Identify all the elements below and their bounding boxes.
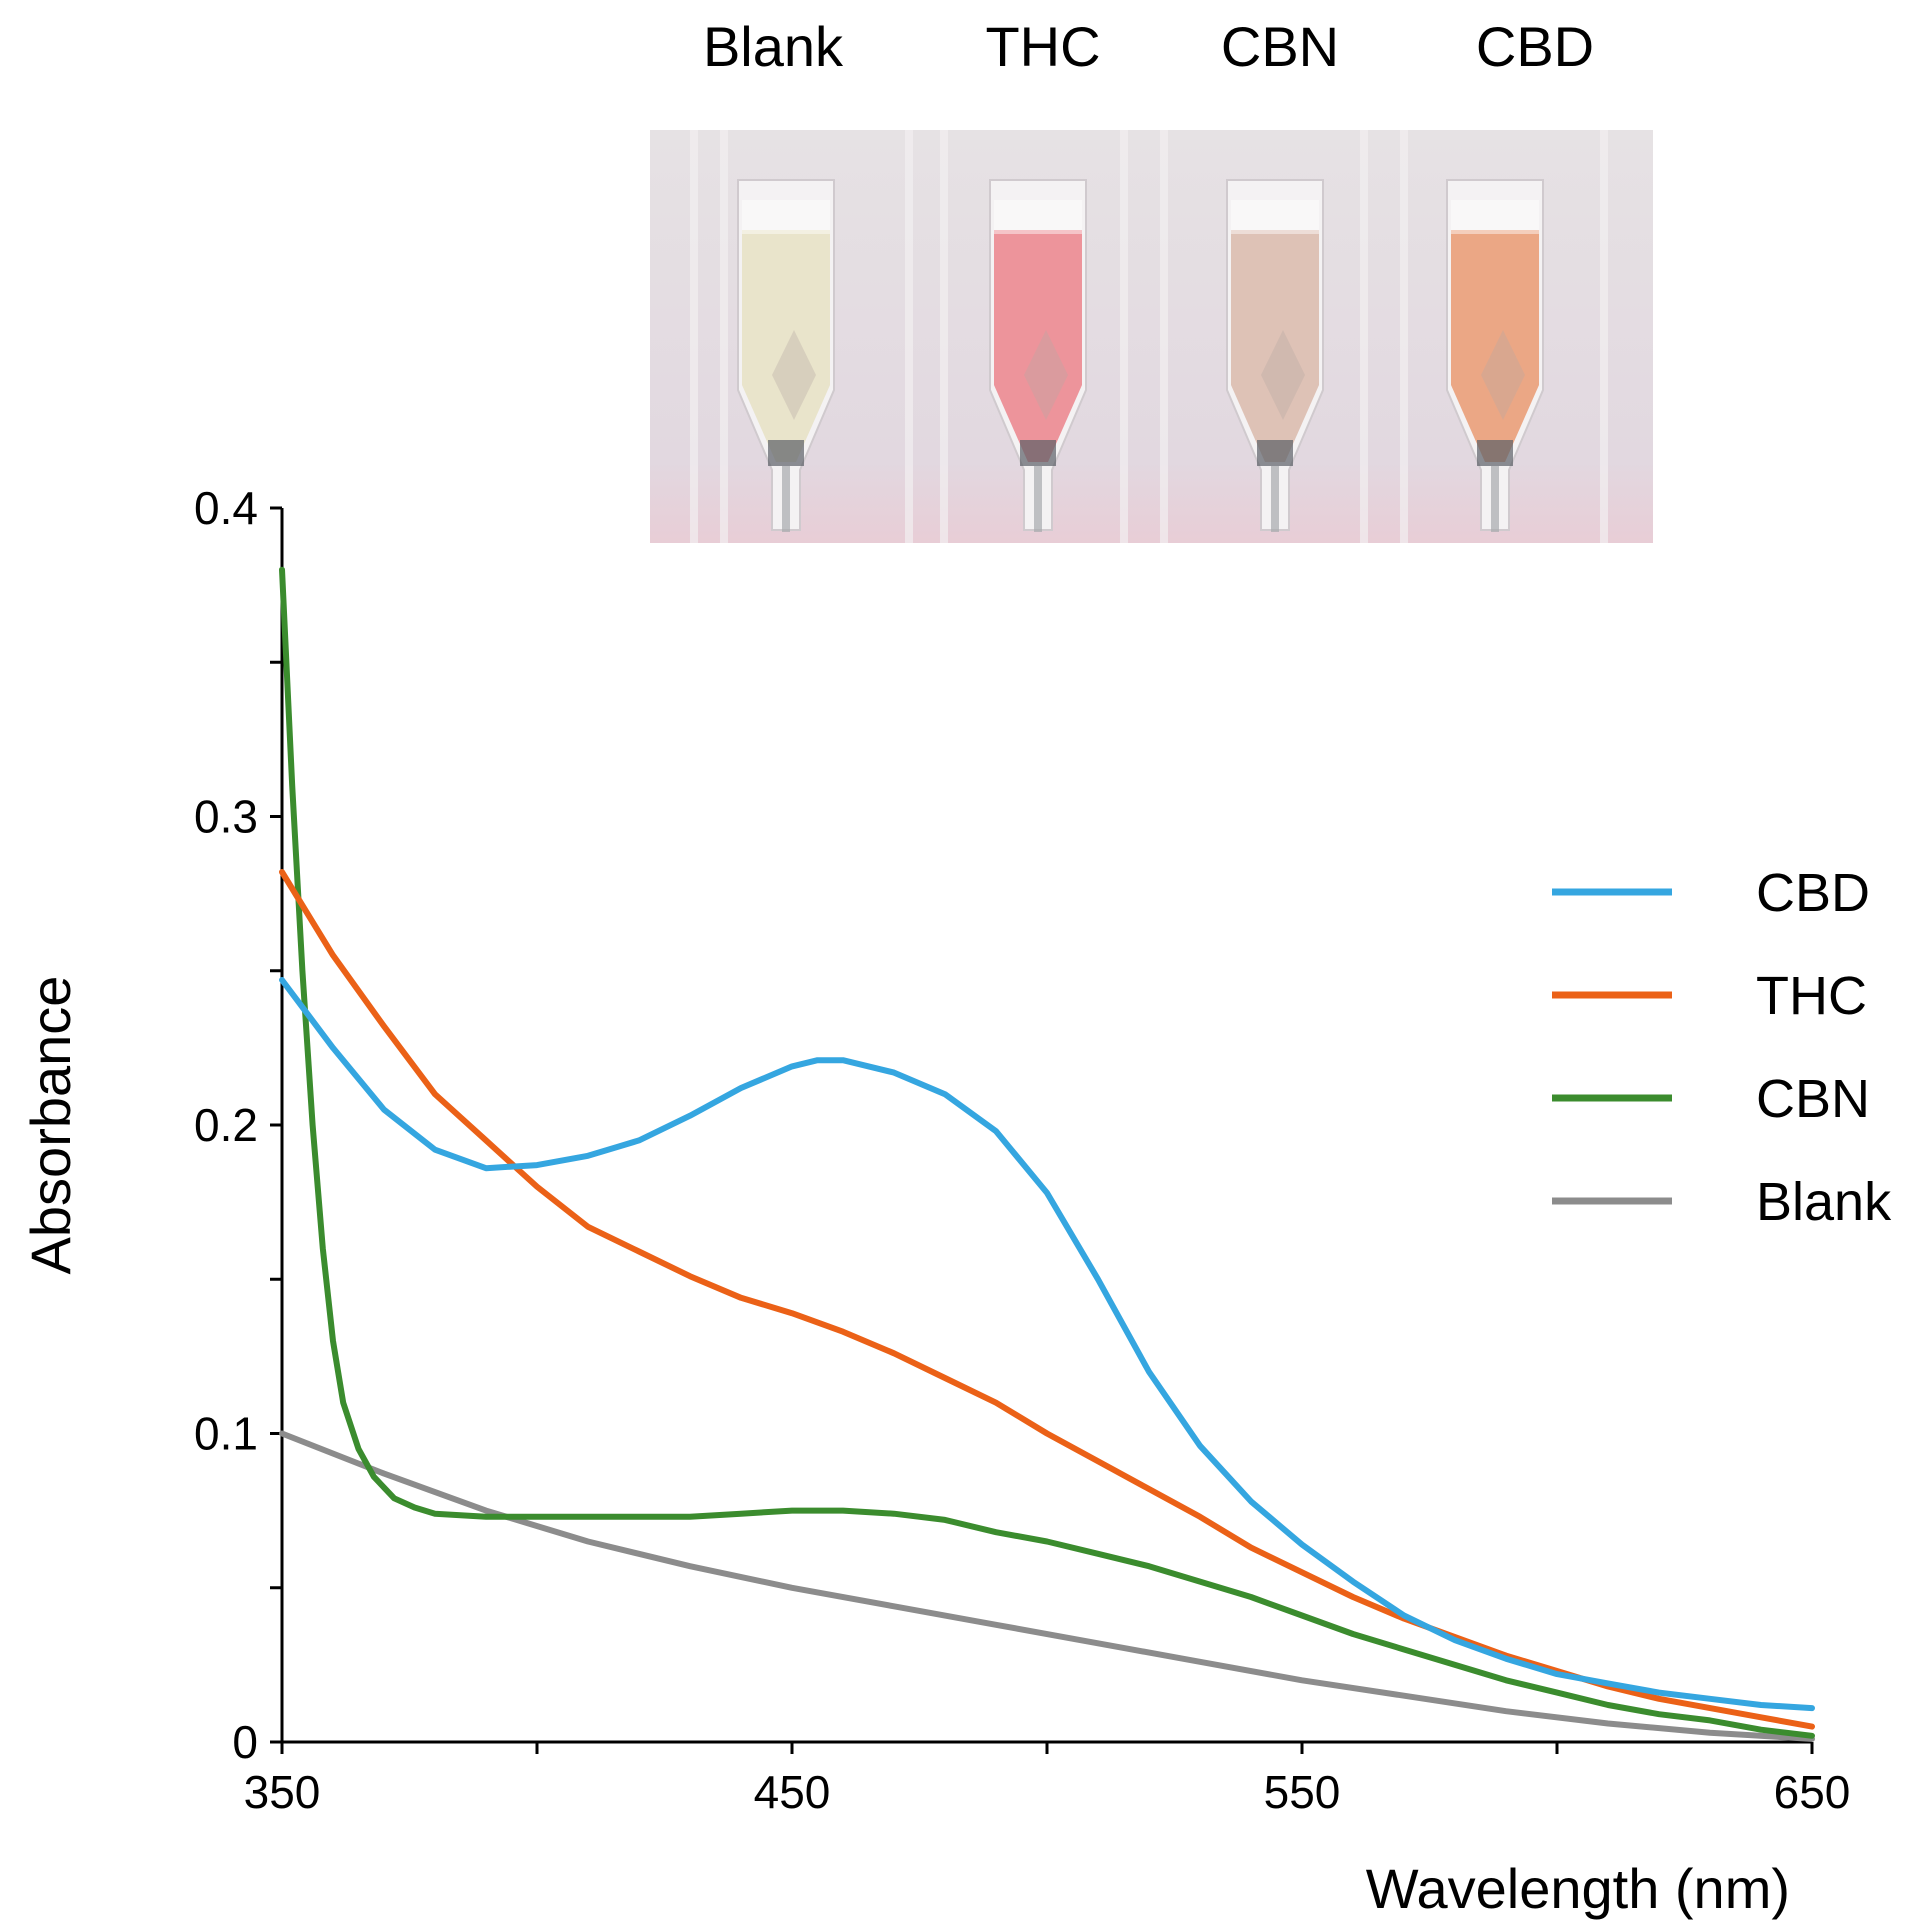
legend: CBD THC CBN Blank: [1552, 863, 1892, 1232]
photo-label-blank: Blank: [703, 15, 844, 78]
series-lines: [279, 566, 1815, 1742]
y-tick-label: 0.3: [194, 791, 258, 843]
rack-divider: [940, 130, 948, 543]
cuvette-photo: [650, 130, 1653, 543]
series-line-cbn: [279, 566, 1815, 1739]
rack-divider: [690, 130, 698, 543]
ticks: 0 0.1 0.2 0.3 0.4 350 450 550 650: [194, 482, 1850, 1818]
legend-label-cbd: CBD: [1756, 863, 1870, 923]
series-line-thc: [279, 869, 1815, 1730]
x-tick-label: 350: [244, 1766, 321, 1818]
photo-labels: Blank THC CBN CBD: [703, 15, 1594, 78]
y-axis-title: Absorbance: [19, 976, 82, 1275]
rack-divider: [720, 130, 728, 543]
cuvette-cbn: [1226, 179, 1324, 532]
rack-divider: [1600, 130, 1608, 543]
x-tick-label: 650: [1774, 1766, 1851, 1818]
photo-label-cbd: CBD: [1476, 15, 1594, 78]
legend-label-cbn: CBN: [1756, 1069, 1870, 1129]
y-tick-label: 0.4: [194, 482, 258, 534]
legend-label-thc: THC: [1756, 966, 1867, 1026]
series-line-blank: [279, 1430, 1815, 1742]
x-tick-label: 550: [1264, 1766, 1341, 1818]
rack-divider: [1400, 130, 1408, 543]
photo-label-cbn: CBN: [1221, 15, 1339, 78]
series-line-cbd: [279, 977, 1815, 1712]
legend-label-blank: Blank: [1756, 1172, 1892, 1232]
rack-divider: [905, 130, 913, 543]
x-axis-title: Wavelength (nm): [1366, 1857, 1790, 1920]
cuvette-thc: [989, 179, 1087, 532]
y-tick-label: 0.1: [194, 1408, 258, 1460]
rack-divider: [1120, 130, 1128, 543]
axes: [280, 508, 1812, 1744]
cuvette-cbd: [1446, 179, 1544, 532]
y-tick-label: 0.2: [194, 1099, 258, 1151]
rack-divider: [1160, 130, 1168, 543]
photo-label-thc: THC: [985, 15, 1100, 78]
x-tick-label: 450: [754, 1766, 831, 1818]
rack-divider: [1360, 130, 1368, 543]
y-tick-label: 0: [232, 1716, 258, 1768]
cuvette-blank: [737, 179, 835, 532]
